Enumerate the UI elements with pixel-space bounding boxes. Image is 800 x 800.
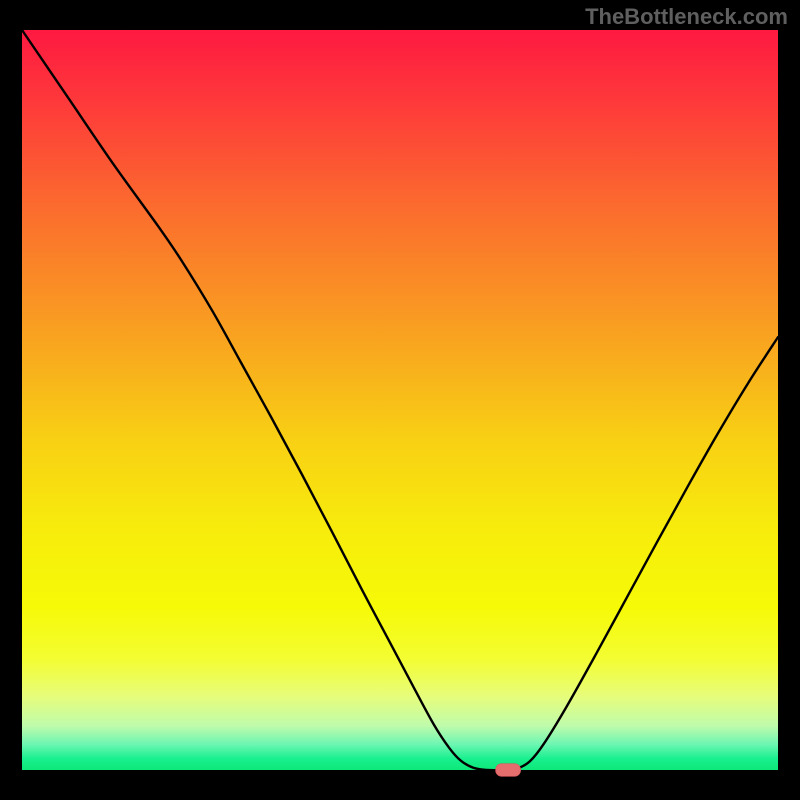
chart-svg [0, 0, 800, 800]
optimum-marker [496, 764, 521, 777]
watermark-text: TheBottleneck.com [585, 4, 788, 30]
chart-container: TheBottleneck.com [0, 0, 800, 800]
